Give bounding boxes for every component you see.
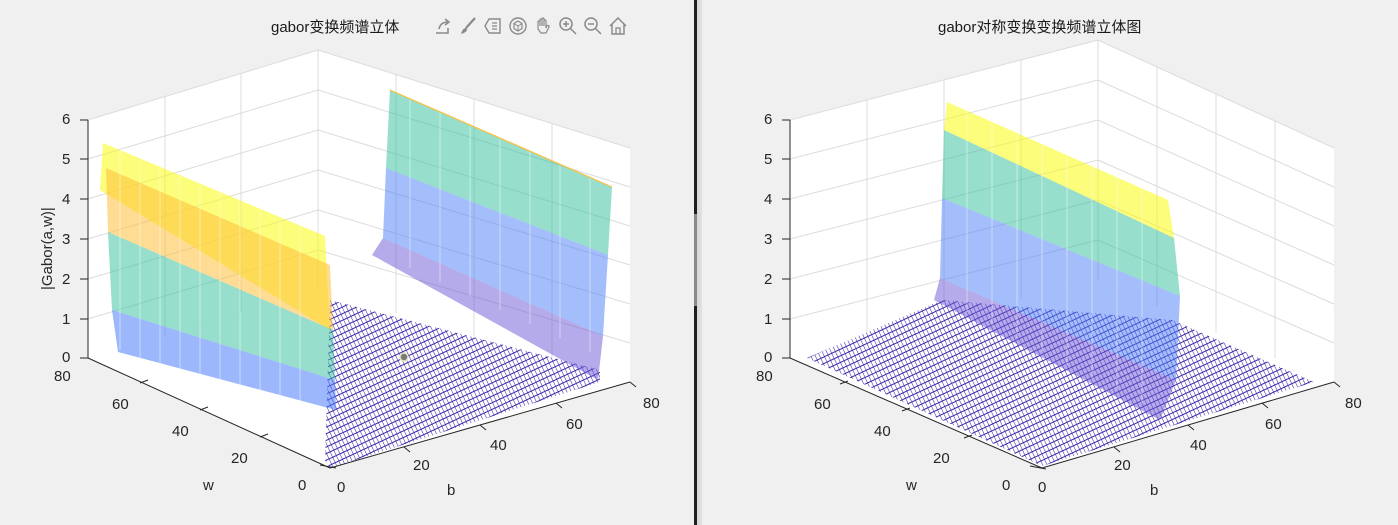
x-axis-label: b (1150, 482, 1158, 499)
y-tick: 80 (756, 368, 773, 385)
svg-text:60: 60 (814, 396, 831, 413)
svg-text:60: 60 (1265, 416, 1282, 433)
svg-text:80: 80 (643, 395, 660, 412)
svg-text:4: 4 (62, 191, 70, 208)
y-axis-label: w (202, 477, 214, 494)
svg-text:20: 20 (231, 450, 248, 467)
x-tick: 0 (1038, 479, 1046, 496)
svg-text:4: 4 (764, 191, 772, 208)
z-tick: 6 (764, 111, 772, 128)
rotate-3d-icon[interactable] (507, 14, 529, 38)
svg-text:40: 40 (874, 423, 891, 440)
svg-text:0: 0 (62, 349, 70, 366)
svg-text:60: 60 (112, 396, 129, 413)
z-tick: 6 (62, 111, 70, 128)
left-plot-title: gabor变换频谱立体 (271, 19, 400, 36)
y-axis-label: w (905, 477, 917, 494)
left-figure-panel: gabor变换频谱立体 (0, 0, 694, 525)
left-3d-surface-plot[interactable]: 6 5 4 3 2 1 0 80 60 40 20 0 0 20 40 60 8… (0, 0, 694, 525)
export-icon[interactable] (432, 14, 454, 38)
svg-text:3: 3 (62, 231, 70, 248)
zoom-in-icon[interactable] (557, 14, 579, 38)
right-ridge (386, 90, 612, 255)
svg-text:1: 1 (62, 311, 70, 328)
axes-lines (782, 119, 1341, 470)
right-plot-title: gabor对称变换变换频谱立体图 (938, 19, 1142, 36)
svg-text:0: 0 (1002, 477, 1010, 494)
svg-text:20: 20 (413, 457, 430, 474)
low-ripple-mesh (807, 300, 1314, 466)
axes-lines (80, 119, 637, 469)
z-axis-label: |Gabor(a,w)| (39, 207, 56, 290)
pan-icon[interactable] (532, 14, 554, 38)
data-tips-icon[interactable] (482, 14, 504, 38)
right-figure-panel: gabor对称变换变换频谱立体图 (702, 0, 1398, 525)
low-ripple-mesh (325, 300, 600, 468)
brush-icon[interactable] (457, 14, 479, 38)
svg-text:20: 20 (1114, 457, 1131, 474)
svg-text:80: 80 (1345, 395, 1362, 412)
center-ridge-yellow (944, 102, 1174, 238)
svg-text:1: 1 (764, 311, 772, 328)
svg-text:0: 0 (764, 349, 772, 366)
x-axis-label: b (447, 482, 455, 499)
data-cursor-marker[interactable] (399, 352, 409, 362)
svg-text:3: 3 (764, 231, 772, 248)
svg-text:0: 0 (298, 477, 306, 494)
svg-text:40: 40 (172, 423, 189, 440)
right-3d-surface-plot[interactable]: 6 5 4 3 2 1 0 80 60 40 20 0 0 20 40 60 8… (702, 0, 1398, 525)
zoom-out-icon[interactable] (582, 14, 604, 38)
svg-text:5: 5 (764, 151, 772, 168)
svg-text:40: 40 (1190, 437, 1207, 454)
x-tick: 0 (337, 479, 345, 496)
axes-toolbar (432, 14, 629, 40)
svg-text:2: 2 (764, 271, 772, 288)
home-icon[interactable] (607, 14, 629, 38)
divider-grip-handle[interactable] (694, 214, 697, 306)
svg-text:40: 40 (490, 437, 507, 454)
svg-text:2: 2 (62, 271, 70, 288)
svg-text:20: 20 (933, 450, 950, 467)
svg-text:5: 5 (62, 151, 70, 168)
y-tick: 80 (54, 368, 71, 385)
svg-text:60: 60 (566, 416, 583, 433)
